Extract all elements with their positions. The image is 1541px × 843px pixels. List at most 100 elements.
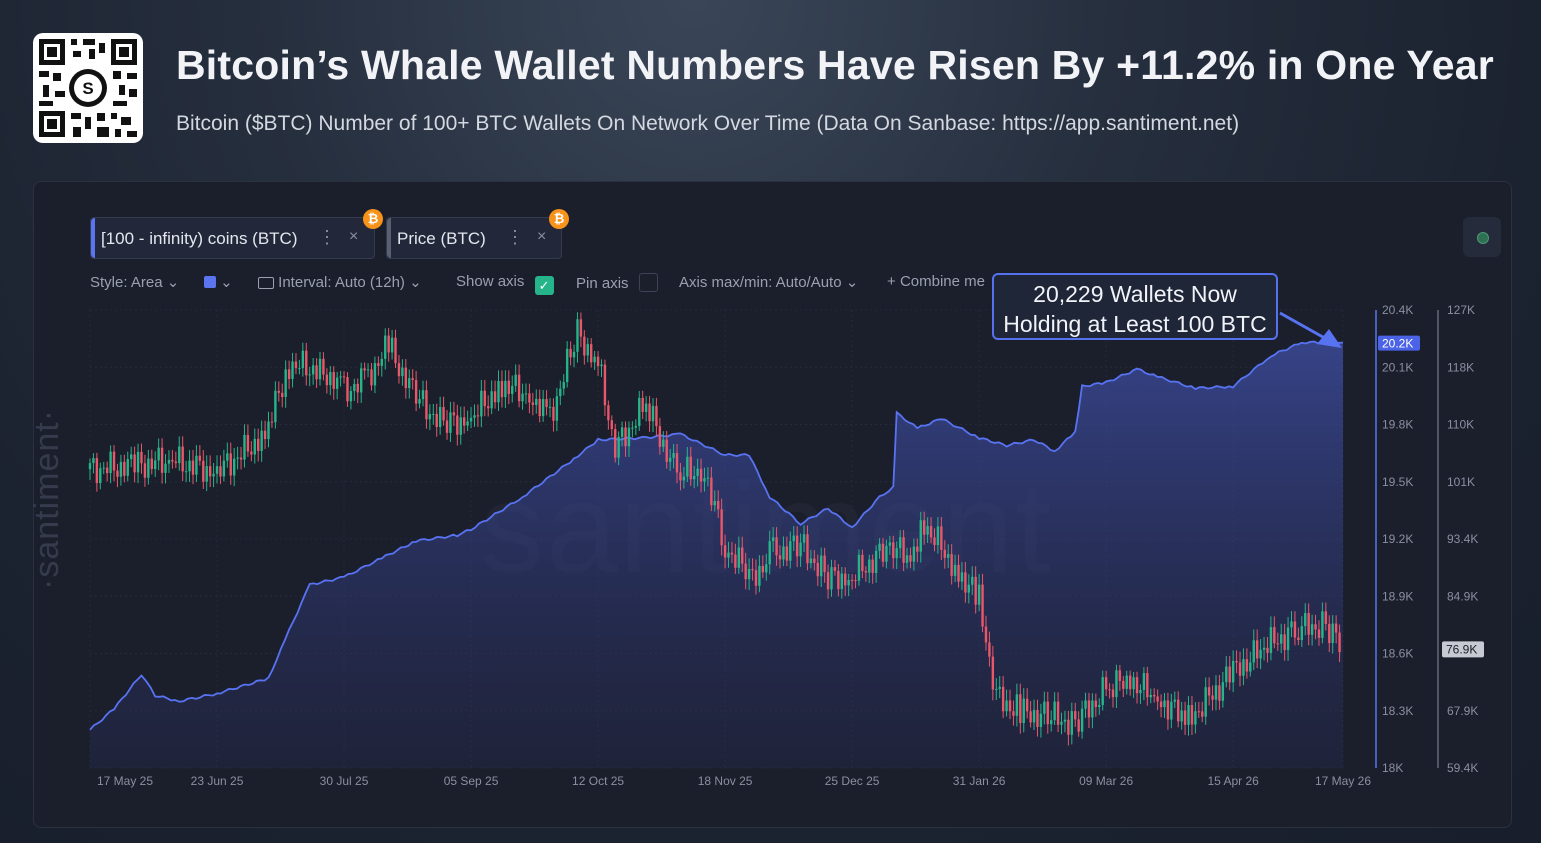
candle-body	[562, 382, 565, 389]
candle-body	[734, 554, 737, 568]
candle	[562, 374, 565, 396]
candle-body	[105, 467, 109, 474]
metric-chip-price[interactable]: Price (BTC) ⋮ ×	[386, 217, 562, 259]
color-picker[interactable]: ⌄	[204, 273, 233, 291]
close-icon[interactable]: ×	[537, 228, 547, 245]
candle	[1118, 665, 1122, 691]
show-axis-label: Show axis	[456, 273, 525, 290]
close-icon[interactable]: ×	[349, 228, 359, 245]
candle-body	[401, 367, 404, 377]
candle	[1091, 693, 1094, 729]
candle-body	[236, 457, 239, 459]
candle	[1166, 692, 1170, 730]
candle-body	[301, 350, 305, 369]
candle-body	[820, 555, 823, 577]
candle	[277, 381, 281, 402]
candle	[1025, 688, 1029, 719]
candle	[1170, 693, 1173, 729]
more-options-icon[interactable]: ⋮	[506, 227, 524, 247]
candle-body	[988, 642, 991, 657]
candle-body	[1091, 700, 1094, 718]
style-dropdown[interactable]: Style: Area ⌄	[90, 273, 179, 291]
interval-dropdown[interactable]: Interval: Auto (12h) ⌄	[258, 273, 422, 291]
checkbox-checked-icon[interactable]: ✓	[534, 276, 554, 295]
candle	[826, 564, 830, 599]
candle-body	[631, 427, 634, 429]
candle-body	[226, 453, 229, 461]
candle	[394, 329, 397, 369]
candle	[837, 564, 840, 597]
candle	[1080, 700, 1084, 739]
candle	[377, 356, 380, 376]
pin-axis-toggle[interactable]: Pin axis	[576, 273, 658, 292]
candle-body	[792, 535, 795, 542]
combine-metrics-button[interactable]: + Combine me	[887, 273, 985, 290]
candle	[754, 559, 758, 595]
candle-body	[133, 454, 136, 473]
candle	[329, 365, 332, 396]
candle	[541, 389, 545, 422]
right-axis-tick-label: 101K	[1447, 475, 1475, 489]
left-axis-tick-label: 20.1K	[1382, 360, 1413, 374]
candle-body	[713, 500, 716, 506]
checkbox-empty-icon[interactable]	[638, 273, 658, 292]
candle	[861, 549, 864, 579]
candle	[1328, 615, 1331, 652]
candle	[1008, 689, 1012, 720]
candle	[936, 517, 940, 554]
show-axis-toggle[interactable]: Show axis ✓	[456, 273, 554, 295]
more-options-icon[interactable]: ⋮	[318, 227, 336, 247]
candle	[469, 407, 473, 429]
chart-settings-button[interactable]	[1463, 217, 1501, 257]
candle	[1019, 683, 1022, 734]
candle-body	[548, 406, 552, 408]
candle	[1022, 688, 1025, 733]
candle-body	[761, 565, 765, 573]
candle	[988, 631, 991, 667]
candle-body	[572, 351, 576, 358]
candle	[380, 351, 383, 377]
right-axis-tick-label: 93.4K	[1447, 532, 1478, 546]
candle	[885, 539, 888, 569]
candle	[1242, 648, 1245, 686]
candle-body	[466, 421, 469, 426]
annotation-line-2: Holding at Least 100 BTC	[1003, 311, 1267, 337]
candle-body	[947, 554, 950, 558]
candle-body	[1053, 701, 1056, 721]
candle	[524, 383, 528, 404]
candle	[840, 566, 843, 599]
candle	[960, 562, 964, 591]
candle-body	[614, 429, 617, 458]
x-axis-tick-label: 15 Apr 26	[1207, 774, 1259, 788]
candle	[717, 490, 720, 519]
left-axis-tick-label: 19.5K	[1382, 475, 1413, 489]
candle	[576, 312, 579, 363]
candle-body	[1214, 685, 1218, 700]
candle	[1321, 602, 1324, 644]
candle	[511, 375, 514, 403]
right-current-value-label: 76.9K	[1446, 642, 1477, 656]
candle-body	[1094, 700, 1098, 708]
candle	[466, 410, 469, 432]
candle-body	[1190, 705, 1194, 725]
candle-body	[88, 463, 92, 470]
candle-body	[1255, 640, 1259, 659]
candle	[830, 559, 833, 597]
candle	[298, 359, 301, 375]
candle	[1197, 701, 1201, 718]
metric-chip-wallets[interactable]: [100 - infinity) coins (BTC) ⋮ ×	[90, 217, 375, 259]
axis-maxmin-dropdown[interactable]: Axis max/min: Auto/Auto ⌄	[679, 273, 858, 291]
candle-body	[936, 526, 940, 546]
candle	[456, 404, 459, 446]
candle-body	[768, 541, 771, 565]
candle	[517, 364, 521, 408]
candle	[411, 369, 414, 390]
candle	[1180, 702, 1183, 730]
candle	[572, 344, 576, 368]
candle-body	[394, 337, 397, 364]
candle-body	[260, 430, 263, 452]
candle	[370, 363, 373, 391]
candle	[868, 554, 871, 584]
candle-body	[854, 580, 857, 582]
candle-body	[1077, 719, 1080, 732]
